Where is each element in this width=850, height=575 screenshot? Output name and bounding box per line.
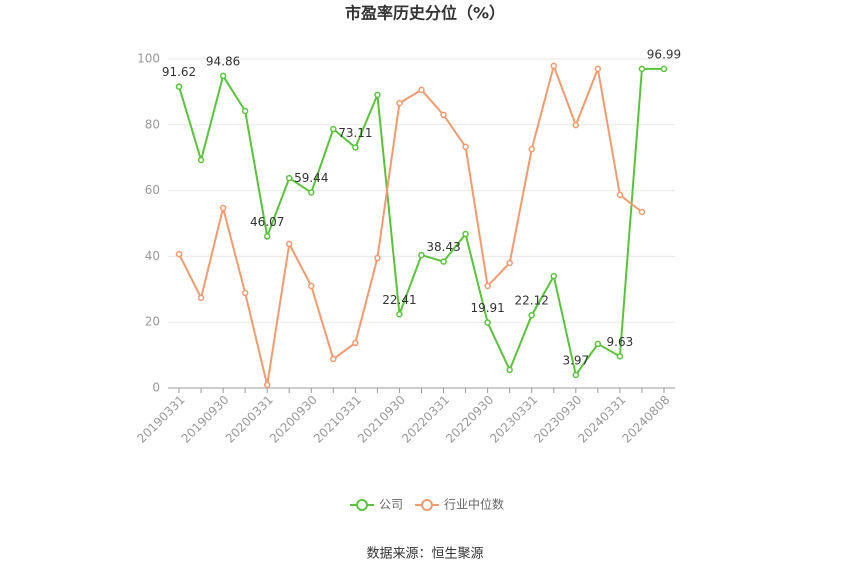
y-tick-label: 100 [137,52,160,66]
point [308,189,315,196]
point [616,353,624,360]
x-tick-label: 20240808 [619,393,672,446]
point [330,125,337,133]
point [660,65,668,73]
point [638,208,646,216]
legend-label: 行业中位数 [444,497,504,512]
y-tick-label: 40 [145,249,160,263]
data-label: 38.43 [426,240,460,254]
legend-marker [421,499,433,511]
data-label: 73.11 [338,126,372,140]
data-label: 46.07 [250,215,284,229]
y-tick-label: 60 [145,183,160,197]
data-label: 59.44 [294,171,328,185]
legend-marker [356,499,368,511]
point [572,121,580,129]
data-label: 3.97 [562,353,589,367]
point [285,174,293,182]
y-tick-label: 0 [152,381,160,395]
point [175,83,183,90]
point [506,366,513,374]
point [263,233,271,240]
point [638,65,646,73]
point [594,340,602,348]
point [219,72,227,80]
point [594,65,602,73]
point [352,144,359,151]
point [285,240,293,248]
point [440,111,447,119]
point [330,355,337,363]
point [263,381,271,389]
point [528,311,535,319]
point [484,282,491,290]
point [175,250,183,258]
point [506,259,513,267]
point [572,371,580,379]
point [616,191,624,199]
data-label: 22.12 [515,294,549,308]
point [219,204,227,212]
point [440,258,447,265]
point [528,145,535,153]
point [241,107,249,115]
point [462,230,469,238]
point [550,272,558,280]
source: 数据来源：恒生聚源 [366,547,483,562]
point [550,62,558,70]
point [197,294,205,302]
data-label: 96.99 [647,47,681,61]
point [308,282,315,290]
data-label: 9.63 [607,335,634,349]
point [352,339,359,347]
point [462,143,469,151]
legend-label: 公司 [379,498,403,512]
series-line [178,62,643,386]
point [374,91,381,99]
point [396,99,403,107]
point [418,251,425,259]
data-label: 22.41 [382,293,416,307]
point [374,254,381,262]
y-tick-label: 80 [145,117,160,131]
data-label: 91.62 [162,65,196,79]
y-tick-label: 20 [145,315,160,329]
point [396,311,403,318]
point [484,319,491,326]
chart-title: 市盈率历史分位（%） [345,4,505,23]
data-label: 19.91 [470,301,504,315]
point [241,289,249,297]
point [418,86,425,94]
point [197,156,205,164]
data-label: 94.86 [206,54,240,68]
